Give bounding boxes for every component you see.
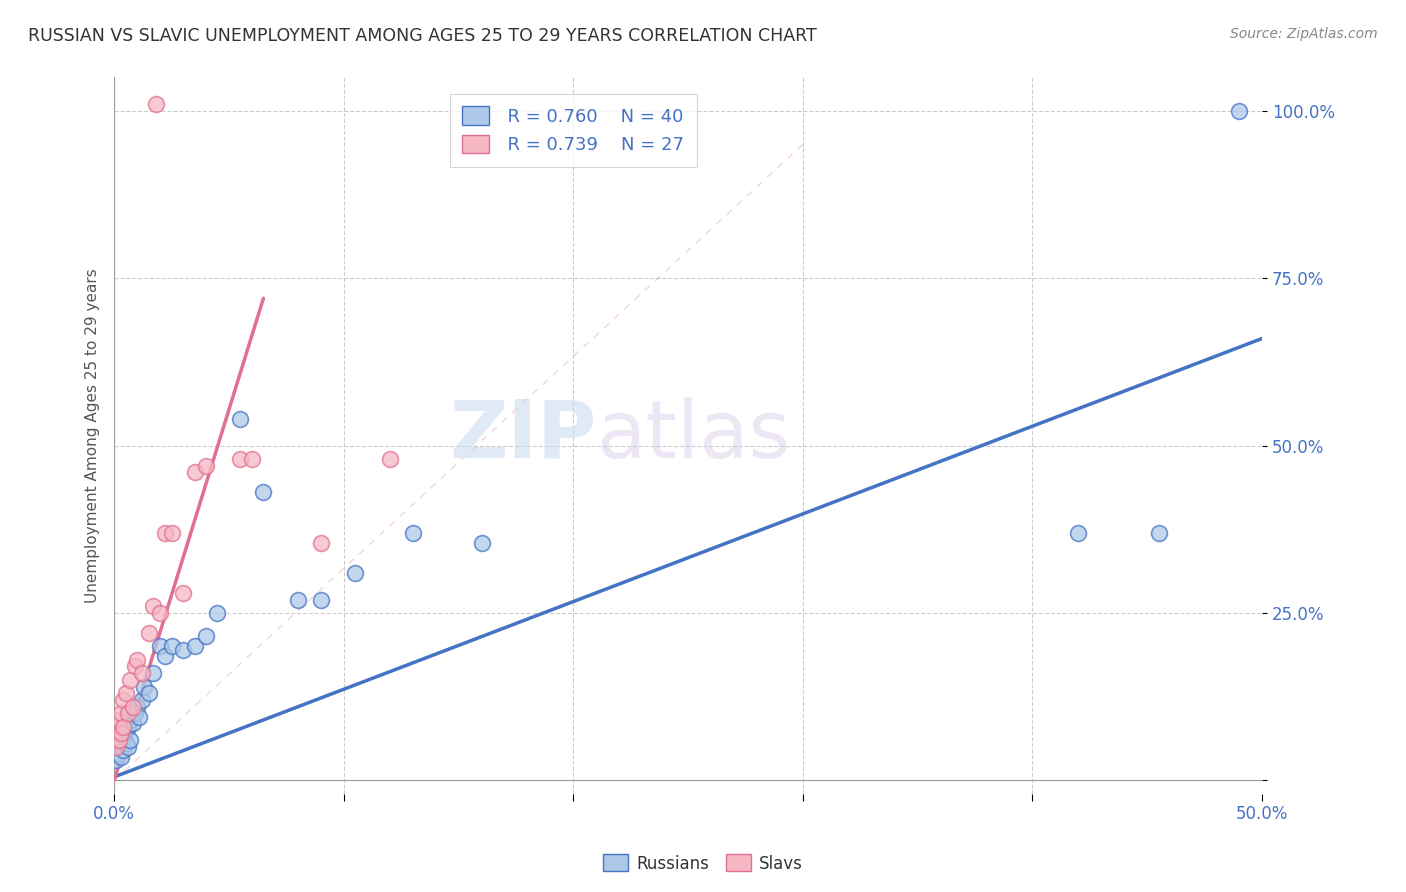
Point bbox=[110, 706, 132, 721]
Point bbox=[183, 466, 205, 480]
Point bbox=[138, 686, 160, 700]
Point bbox=[470, 535, 492, 549]
Y-axis label: Unemployment Among Ages 25 to 29 years: Unemployment Among Ages 25 to 29 years bbox=[86, 268, 100, 603]
Point bbox=[105, 720, 128, 734]
Point bbox=[110, 749, 132, 764]
Point bbox=[153, 525, 176, 540]
Point bbox=[127, 653, 149, 667]
Point bbox=[240, 452, 263, 467]
Point bbox=[229, 412, 252, 426]
Point bbox=[252, 485, 274, 500]
Point bbox=[112, 743, 135, 757]
Text: atlas: atlas bbox=[596, 397, 790, 475]
Point bbox=[114, 686, 136, 700]
Point bbox=[195, 458, 218, 473]
Point bbox=[114, 736, 136, 750]
Point bbox=[117, 706, 139, 721]
Point bbox=[195, 629, 218, 643]
Point bbox=[124, 706, 146, 721]
Legend:   R = 0.760    N = 40,   R = 0.739    N = 27: R = 0.760 N = 40, R = 0.739 N = 27 bbox=[450, 94, 697, 167]
Point bbox=[145, 97, 167, 112]
Point bbox=[142, 599, 165, 614]
Point bbox=[107, 747, 129, 761]
Point bbox=[112, 720, 135, 734]
Point bbox=[153, 649, 176, 664]
Point bbox=[124, 659, 146, 673]
Point bbox=[110, 736, 132, 750]
Point bbox=[378, 452, 401, 467]
Text: RUSSIAN VS SLAVIC UNEMPLOYMENT AMONG AGES 25 TO 29 YEARS CORRELATION CHART: RUSSIAN VS SLAVIC UNEMPLOYMENT AMONG AGE… bbox=[28, 27, 817, 45]
Point bbox=[172, 586, 194, 600]
Point bbox=[107, 713, 129, 727]
Point bbox=[117, 720, 139, 734]
Point bbox=[401, 525, 423, 540]
Point bbox=[160, 640, 183, 654]
Point bbox=[287, 592, 309, 607]
Point bbox=[112, 693, 135, 707]
Point bbox=[207, 606, 229, 620]
Point bbox=[128, 709, 150, 723]
Point bbox=[149, 606, 172, 620]
Point bbox=[121, 716, 143, 731]
Point bbox=[110, 726, 132, 740]
Text: ZIP: ZIP bbox=[449, 397, 596, 475]
Point bbox=[105, 739, 128, 754]
Point bbox=[1147, 525, 1170, 540]
Point bbox=[131, 666, 153, 681]
Point bbox=[127, 699, 149, 714]
Point bbox=[131, 693, 153, 707]
Point bbox=[105, 739, 128, 754]
Point bbox=[1227, 103, 1250, 118]
Point bbox=[121, 699, 143, 714]
Point bbox=[229, 452, 252, 467]
Point bbox=[107, 733, 129, 747]
Point bbox=[142, 666, 165, 681]
Point bbox=[110, 726, 132, 740]
Point bbox=[309, 592, 332, 607]
Point bbox=[105, 753, 128, 767]
Point bbox=[149, 640, 172, 654]
Point bbox=[132, 680, 155, 694]
Point bbox=[344, 566, 367, 580]
Point bbox=[309, 535, 332, 549]
Point bbox=[120, 733, 142, 747]
Legend: Russians, Slavs: Russians, Slavs bbox=[596, 847, 810, 880]
Point bbox=[117, 739, 139, 754]
Point bbox=[160, 525, 183, 540]
Point bbox=[138, 626, 160, 640]
Point bbox=[120, 673, 142, 687]
Point bbox=[1067, 525, 1090, 540]
Point bbox=[112, 730, 135, 744]
Point bbox=[107, 733, 129, 747]
Point bbox=[172, 642, 194, 657]
Point bbox=[114, 723, 136, 737]
Point bbox=[120, 713, 142, 727]
Text: Source: ZipAtlas.com: Source: ZipAtlas.com bbox=[1230, 27, 1378, 41]
Point bbox=[183, 640, 205, 654]
